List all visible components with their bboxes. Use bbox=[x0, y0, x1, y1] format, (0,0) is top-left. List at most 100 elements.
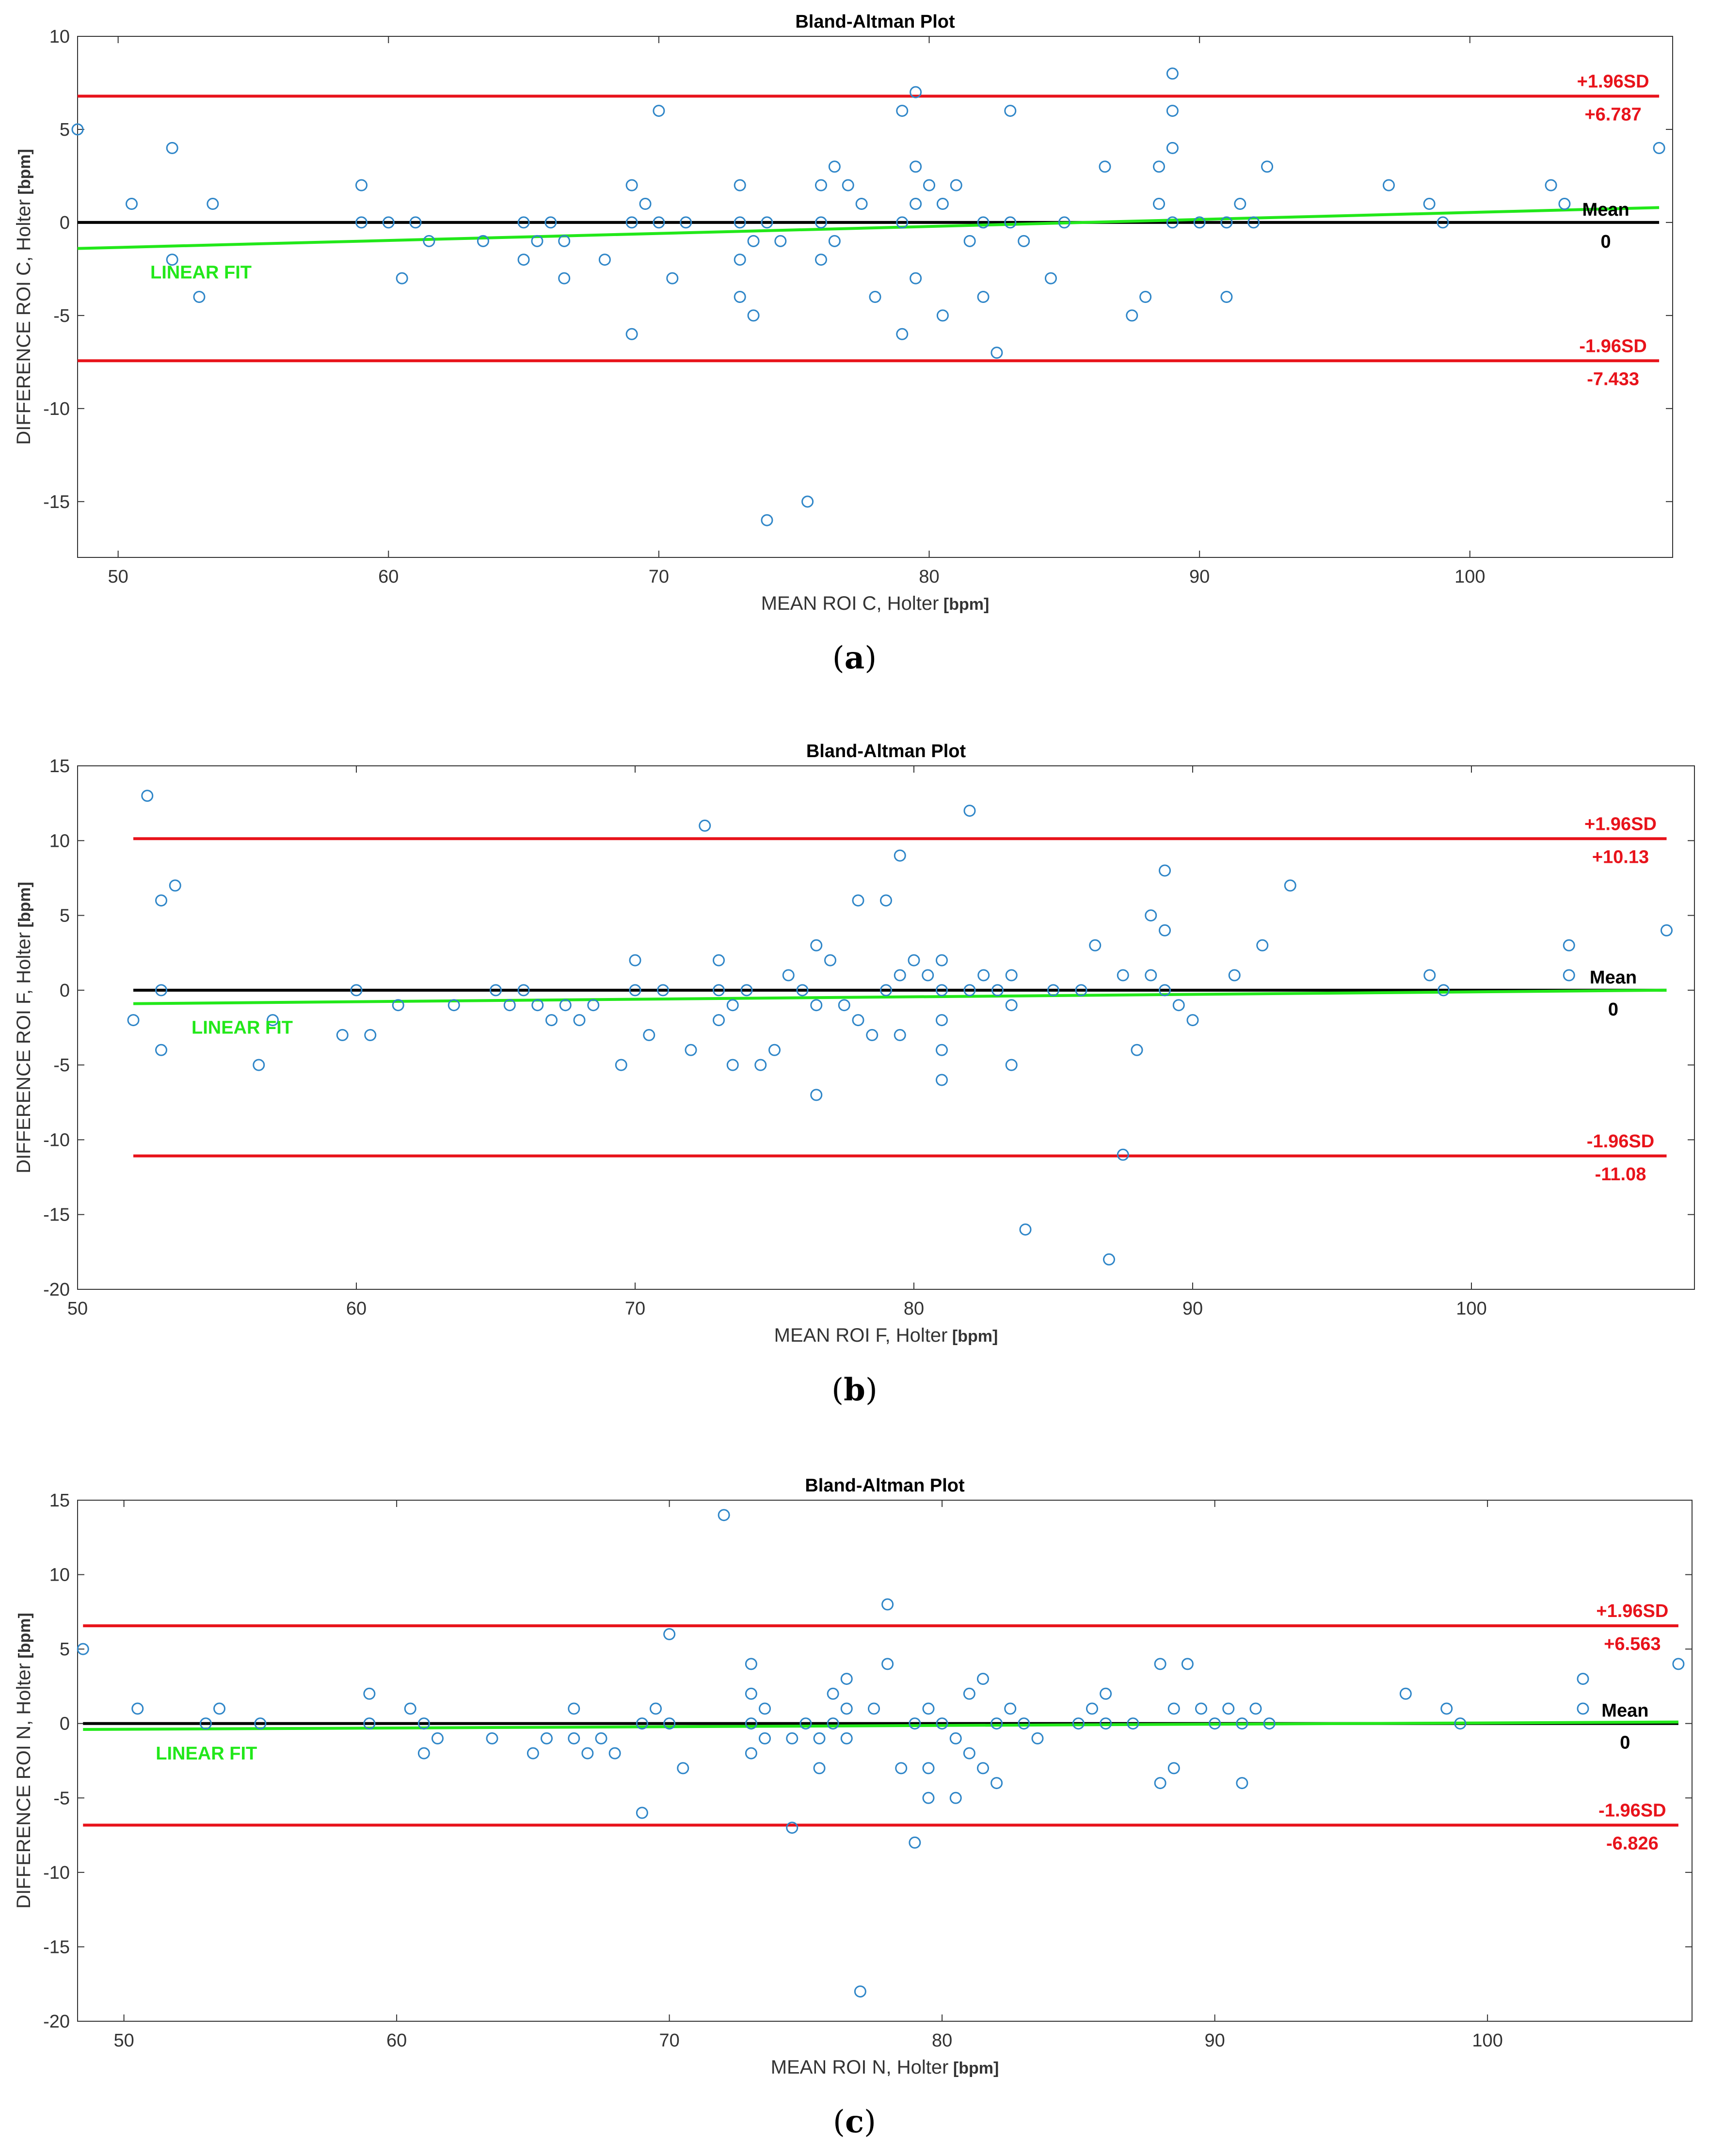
y-tick-label: 15 bbox=[49, 1490, 70, 1511]
data-point bbox=[754, 1059, 767, 1071]
data-point bbox=[568, 1732, 580, 1744]
data-point bbox=[734, 254, 746, 266]
data-point bbox=[810, 939, 823, 951]
data-point bbox=[1004, 1702, 1017, 1715]
data-point bbox=[881, 1598, 894, 1611]
data-point bbox=[936, 1014, 948, 1027]
data-point bbox=[608, 1747, 621, 1760]
data-point bbox=[166, 142, 178, 154]
data-point bbox=[977, 216, 990, 229]
y-tick-label: 10 bbox=[49, 27, 70, 47]
plot-area bbox=[77, 36, 1673, 558]
y-tick-label: 0 bbox=[60, 213, 70, 233]
data-point bbox=[1284, 879, 1296, 892]
data-point bbox=[1193, 216, 1206, 229]
data-point bbox=[713, 1014, 725, 1027]
data-point bbox=[745, 1747, 757, 1760]
data-point bbox=[267, 1014, 279, 1027]
data-point bbox=[363, 1717, 376, 1730]
data-point bbox=[486, 1732, 498, 1744]
data-point bbox=[828, 160, 841, 173]
data-point bbox=[910, 86, 922, 98]
upper-limit-label: +1.96SD bbox=[1577, 71, 1649, 92]
data-point bbox=[894, 849, 906, 862]
data-point bbox=[1100, 1717, 1112, 1730]
mean-label: Mean bbox=[1601, 1701, 1648, 1721]
data-point bbox=[490, 984, 502, 997]
data-point bbox=[1399, 1687, 1412, 1700]
data-point bbox=[852, 894, 864, 907]
data-point bbox=[199, 1717, 212, 1730]
data-point bbox=[1186, 1014, 1199, 1027]
data-point bbox=[364, 1029, 377, 1041]
data-point bbox=[77, 1643, 89, 1655]
data-point bbox=[417, 1717, 430, 1730]
data-point bbox=[1672, 1658, 1685, 1670]
data-point bbox=[558, 272, 571, 285]
chart-title: Bland-Altman Plot bbox=[805, 1475, 965, 1496]
data-point bbox=[650, 1702, 662, 1715]
data-point bbox=[922, 1702, 935, 1715]
y-tick-label: -10 bbox=[43, 399, 70, 419]
data-point bbox=[636, 1717, 648, 1730]
data-point bbox=[922, 1762, 935, 1775]
data-point bbox=[813, 1762, 826, 1775]
data-point bbox=[838, 999, 850, 1012]
data-point bbox=[950, 179, 962, 191]
data-point bbox=[423, 235, 435, 247]
caption-b: (b) bbox=[831, 1372, 878, 1408]
data-point bbox=[1167, 1762, 1180, 1775]
data-point bbox=[990, 1777, 1003, 1790]
data-point bbox=[1256, 939, 1269, 951]
data-point bbox=[1545, 179, 1557, 191]
data-point bbox=[131, 1702, 144, 1715]
x-tick-label: 50 bbox=[67, 1299, 88, 1319]
lower-limit-value: -11.08 bbox=[1595, 1164, 1646, 1185]
data-point bbox=[801, 495, 814, 508]
data-point bbox=[869, 291, 881, 303]
data-point bbox=[657, 984, 669, 997]
data-point bbox=[977, 1762, 989, 1775]
data-point bbox=[1454, 1717, 1467, 1730]
upper-limit-label: +1.96SD bbox=[1596, 1601, 1668, 1621]
data-point bbox=[544, 216, 557, 229]
lower-limit-label: -1.96SD bbox=[1587, 1131, 1654, 1152]
data-point bbox=[1004, 216, 1017, 229]
data-point bbox=[782, 969, 795, 982]
data-point bbox=[896, 216, 909, 229]
data-point bbox=[768, 1044, 781, 1056]
data-point bbox=[166, 254, 178, 266]
x-tick-label: 50 bbox=[113, 2030, 134, 2051]
data-point bbox=[1117, 969, 1129, 982]
data-point bbox=[1166, 67, 1179, 80]
data-point bbox=[363, 1687, 376, 1700]
data-point bbox=[503, 999, 516, 1012]
data-point bbox=[854, 1985, 866, 1998]
data-point bbox=[1159, 984, 1171, 997]
y-tick-label: 10 bbox=[49, 831, 70, 851]
data-point bbox=[828, 235, 841, 247]
data-point bbox=[1153, 198, 1166, 210]
data-point bbox=[155, 894, 167, 907]
data-point bbox=[909, 1717, 921, 1730]
y-axis-label: DIFFERENCE ROI F, Holter [bpm] bbox=[13, 882, 34, 1173]
x-tick-label: 70 bbox=[649, 567, 669, 587]
x-axis-label: MEAN ROI F, Holter [bpm] bbox=[774, 1325, 998, 1346]
data-point bbox=[127, 1014, 140, 1027]
data-point bbox=[910, 160, 922, 173]
y-tick-label: 5 bbox=[60, 1639, 70, 1660]
data-point bbox=[598, 254, 611, 266]
mean-value: 0 bbox=[1608, 999, 1618, 1020]
data-point bbox=[392, 999, 404, 1012]
data-point bbox=[1382, 179, 1395, 191]
data-point bbox=[477, 235, 489, 247]
data-point bbox=[761, 514, 773, 526]
data-point bbox=[1558, 198, 1571, 210]
x-tick-label: 60 bbox=[378, 567, 399, 587]
data-point bbox=[1437, 984, 1450, 997]
data-point bbox=[517, 216, 530, 229]
data-point bbox=[573, 1014, 586, 1027]
data-point bbox=[908, 954, 920, 967]
data-point bbox=[1159, 924, 1171, 936]
